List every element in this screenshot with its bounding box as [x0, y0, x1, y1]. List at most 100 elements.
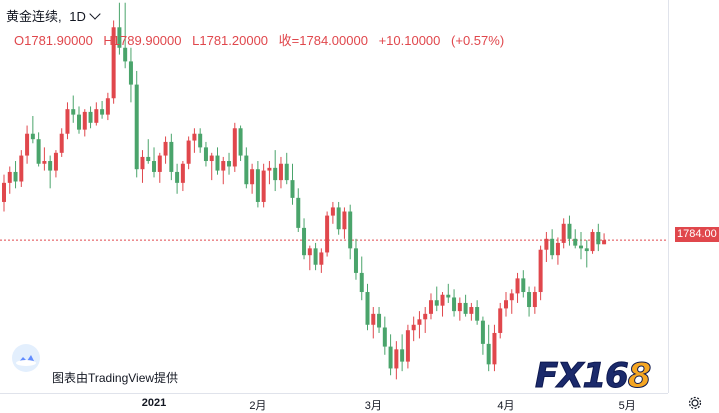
candle-body	[261, 170, 266, 202]
candle-body	[584, 248, 589, 252]
candle-body	[198, 133, 203, 148]
candle-body	[302, 227, 307, 256]
candle-body	[296, 197, 301, 228]
candle-body	[19, 155, 24, 182]
interval-label[interactable]: 1D	[69, 9, 86, 24]
candle-body	[521, 278, 526, 293]
candle-body	[555, 242, 560, 256]
candle-body	[428, 300, 433, 314]
candle-body	[140, 156, 145, 170]
candle-body	[342, 211, 347, 230]
candle-body	[221, 161, 226, 171]
time-axis[interactable]: 2021 2月 3月 4月 5月	[0, 393, 668, 412]
candle-body	[509, 293, 514, 301]
candle-body	[232, 128, 237, 167]
tradingview-credit[interactable]: 图表由TradingView提供	[52, 371, 179, 385]
candle-body	[440, 294, 445, 306]
candle-body	[498, 308, 503, 333]
candle-body	[186, 140, 191, 164]
candle-body	[278, 163, 283, 181]
candle-body	[394, 349, 399, 369]
candle-body	[527, 292, 532, 308]
candle-body	[325, 215, 330, 253]
price-axis[interactable]	[668, 0, 719, 393]
candle-body	[544, 238, 549, 250]
candle-body	[2, 182, 6, 202]
candle-body	[7, 171, 12, 183]
candle-body	[238, 128, 243, 156]
ohlc-legend: O1781.90000 H1789.90000 L1781.20000 收=17…	[14, 30, 511, 49]
candle-body	[532, 292, 537, 308]
candle-body	[13, 171, 18, 182]
candle-body	[452, 297, 457, 312]
candle-body	[515, 278, 520, 294]
candle-body	[71, 109, 76, 115]
candle-body	[313, 248, 318, 265]
close-value: 收=1784.00000	[278, 33, 368, 48]
fx168-watermark-logo: FX168	[535, 356, 652, 397]
candle-body	[152, 161, 157, 172]
candle-body	[486, 343, 491, 365]
candle-body	[48, 161, 53, 171]
high-value: H1789.90000	[103, 33, 182, 48]
candle-body	[134, 84, 139, 170]
change-value: +10.10000	[378, 33, 441, 48]
candle-body	[579, 245, 583, 249]
candle-body	[411, 324, 416, 331]
candle-body	[100, 109, 105, 115]
candle-body	[567, 223, 572, 239]
candle-body	[88, 111, 93, 123]
candle-body	[175, 171, 180, 183]
candle-body	[273, 167, 278, 181]
candle-body	[590, 231, 595, 252]
candle-body	[382, 327, 387, 347]
candle-body	[25, 133, 30, 156]
candle-body	[365, 292, 370, 325]
candle-body	[463, 302, 468, 314]
candle-body	[163, 141, 168, 156]
low-value: L1781.20000	[192, 33, 269, 48]
candle-body	[359, 272, 364, 293]
time-axis-tick-label: 2021	[141, 397, 167, 409]
symbol-name[interactable]: 黄金连续	[6, 9, 59, 24]
candle-body	[250, 169, 255, 185]
candlestick-chart[interactable]	[0, 0, 668, 393]
candle-body	[209, 155, 214, 162]
candle-body	[244, 155, 249, 185]
candle-body	[192, 133, 197, 141]
symbol-legend[interactable]: 黄金连续, 1D	[6, 6, 101, 25]
candle-body	[36, 139, 41, 164]
legend-separator: ,	[58, 9, 62, 24]
time-axis-tick-label: 4月	[497, 400, 515, 412]
candle-body	[117, 27, 122, 48]
candle-body	[157, 155, 162, 172]
candle-body	[82, 111, 87, 130]
candle-body	[203, 147, 208, 162]
candle-body	[446, 294, 451, 298]
candle-body	[65, 109, 70, 134]
candle-body	[388, 346, 393, 369]
candle-body	[255, 169, 260, 202]
chevron-down-icon[interactable]	[89, 8, 101, 20]
gear-icon[interactable]	[688, 396, 702, 410]
candle-body	[290, 180, 295, 198]
time-axis-tick-label: 2月	[249, 400, 267, 412]
candle-body	[561, 223, 566, 243]
candle-body	[417, 319, 422, 325]
candle-body	[128, 61, 133, 85]
last-price-label: 1784.00	[675, 227, 719, 242]
candle-body	[400, 349, 405, 362]
candle-body	[550, 238, 555, 256]
candle-body	[336, 207, 341, 230]
tradingview-cloud-icon[interactable]	[12, 344, 40, 372]
candle-body	[348, 211, 353, 249]
candle-body	[330, 207, 335, 216]
candle-body	[77, 114, 82, 130]
candle-body	[596, 231, 601, 245]
time-axis-tick-label: 5月	[618, 400, 636, 412]
candle-body	[602, 240, 607, 245]
candle-body	[267, 167, 272, 171]
candle-body	[180, 163, 185, 183]
candle-body	[123, 47, 128, 62]
candle-body	[30, 133, 35, 140]
